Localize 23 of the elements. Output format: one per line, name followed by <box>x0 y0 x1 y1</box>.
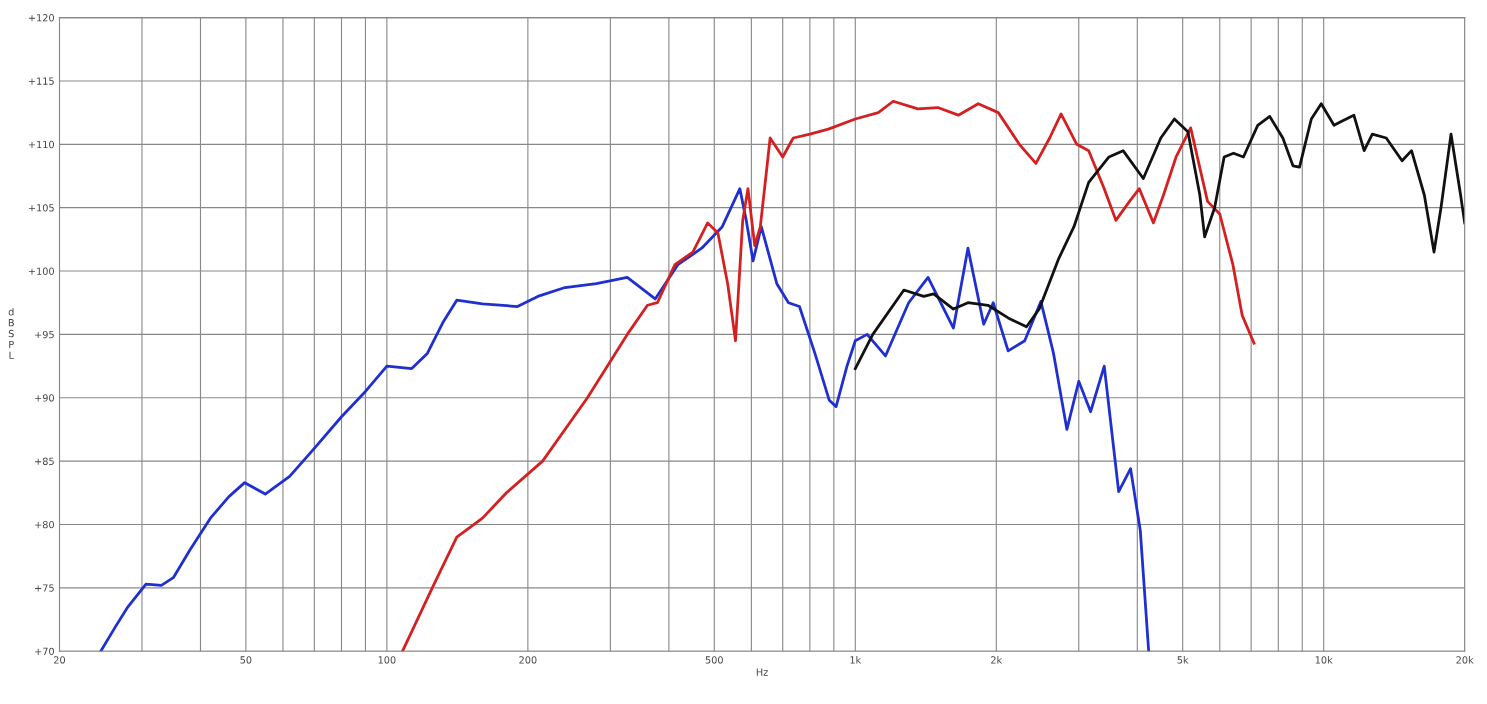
y-tick-label: +70 <box>35 647 54 656</box>
x-tick-label: 500 <box>705 656 723 664</box>
x-tick-label: 200 <box>519 656 537 664</box>
y-tick-label: +100 <box>28 267 54 275</box>
x-tick-label: 2k <box>991 656 1003 664</box>
x-tick-label: 5k <box>1177 656 1189 664</box>
y-tick-label: +95 <box>35 330 54 339</box>
y-tick-label: +105 <box>28 204 54 212</box>
y-tick-label: +80 <box>35 520 54 529</box>
y-tick-label: +90 <box>35 394 54 402</box>
y-tick-label: +110 <box>28 140 54 149</box>
x-tick-label: 1k <box>850 656 862 664</box>
y-tick-label: +85 <box>35 457 54 465</box>
y-tick-label: +115 <box>28 77 54 85</box>
x-tick-label: 20k <box>1456 656 1474 664</box>
x-tick-label: 20 <box>54 656 66 664</box>
x-tick-label: 100 <box>378 656 396 664</box>
x-tick-label: 50 <box>240 656 252 664</box>
x-tick-label: 10k <box>1315 656 1333 664</box>
y-axis-title: dB SPL <box>8 307 14 359</box>
y-tick-label: +75 <box>35 584 54 592</box>
y-tick-label: +120 <box>28 14 54 22</box>
x-axis-title: Hz <box>756 668 768 676</box>
